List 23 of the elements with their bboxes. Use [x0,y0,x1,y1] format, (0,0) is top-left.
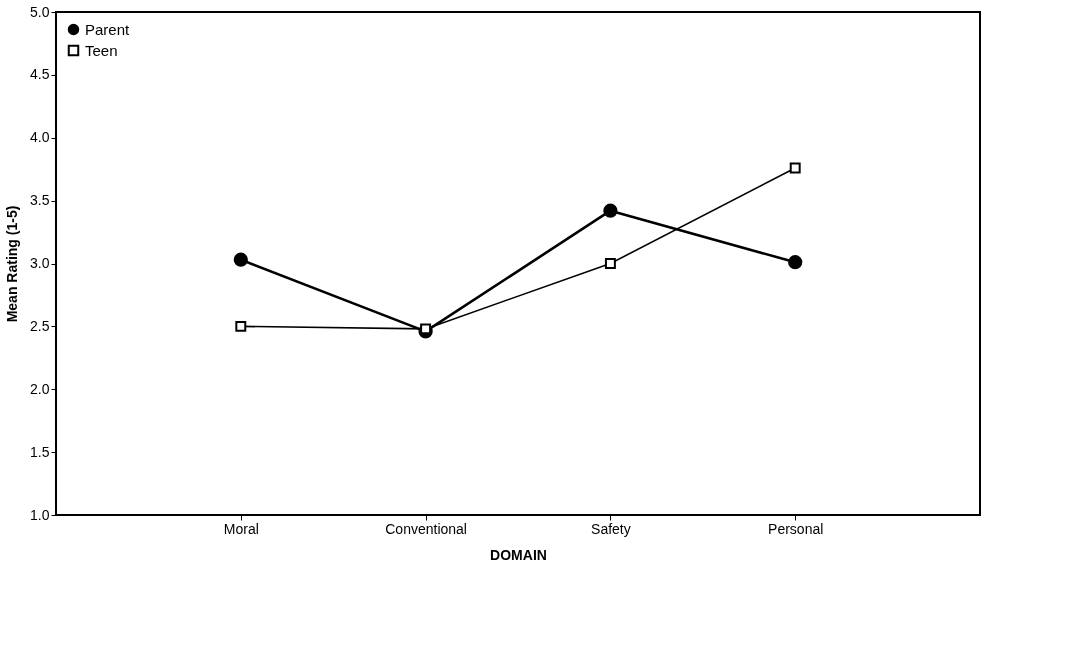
point [789,162,801,174]
x-tick-label: Safety [591,520,631,537]
legend-label: Parent [85,20,131,38]
x-tick-label: Moral [223,520,259,537]
y-tick-label: 5.0 [30,3,50,20]
point [235,320,247,332]
x-tick-label: Conventional [385,520,467,537]
y-tick-label: 2.0 [30,380,50,397]
point [788,255,803,270]
x-axis-title: DOMAIN [490,546,547,563]
legend-label: Teen [85,41,118,59]
x-tick-label: Personal [768,520,824,537]
y-tick-label: 4.5 [30,66,50,83]
point [604,258,616,269]
y-tick-label: 1.0 [30,506,50,523]
point [233,252,248,267]
y-tick-label: 3.5 [30,192,50,209]
y-tick-label: 2.5 [30,317,50,334]
y-tick-label: 3.0 [30,255,50,271]
y-axis-title: Mean Rating (1-5) [4,205,21,323]
point [603,203,618,218]
y-tick-label: 4.0 [30,129,50,146]
y-tick-label: 1.5 [30,443,50,460]
